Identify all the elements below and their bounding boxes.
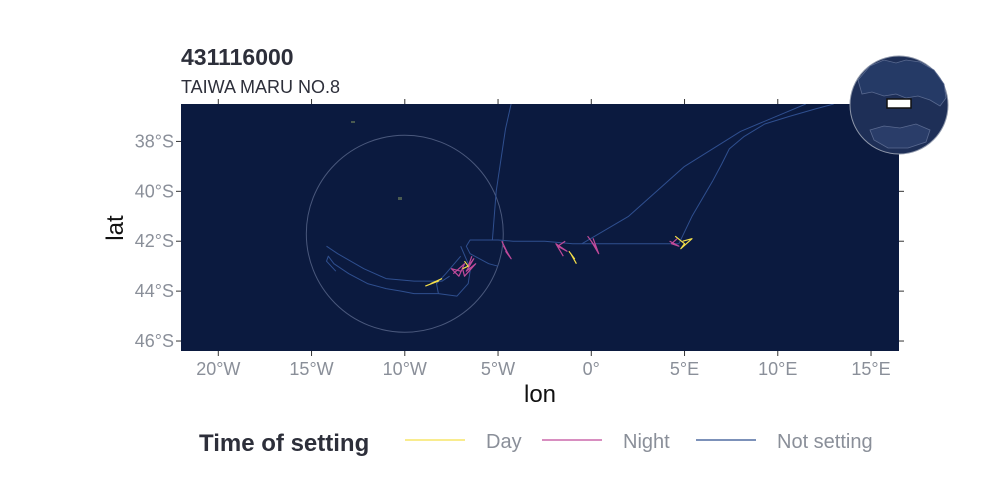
track-day — [425, 278, 443, 287]
y-tick-label: 44°S — [135, 281, 174, 301]
x-tick-label: 5°E — [670, 359, 699, 379]
y-axis-ticks: 38°S 40°S 42°S 44°S 46°S — [135, 131, 904, 351]
chart-subtitle: TAIWA MARU NO.8 — [181, 77, 340, 97]
globe-inset — [849, 55, 949, 155]
plot-panel — [181, 104, 899, 351]
track-day — [568, 250, 577, 264]
chart-title: 431116000 — [181, 44, 294, 70]
legend-items: Day Night Not setting — [405, 431, 873, 453]
x-tick-label: 15°W — [289, 359, 333, 379]
legend-label: Not setting — [777, 431, 873, 453]
track-night — [555, 240, 568, 257]
legend-label: Day — [486, 431, 522, 453]
track-not-setting — [678, 104, 834, 244]
legend: Time of setting Day Night Not setting — [199, 430, 873, 457]
globe-region-box — [886, 98, 912, 109]
track-not-setting — [491, 104, 512, 241]
map-features — [305, 121, 504, 333]
track-night — [450, 263, 466, 277]
x-tick-label: 20°W — [196, 359, 240, 379]
y-tick-label: 42°S — [135, 231, 174, 251]
track-day — [462, 260, 469, 270]
x-tick-label: 10°W — [383, 359, 427, 379]
x-axis-label: lon — [524, 381, 556, 408]
globe-land — [857, 59, 947, 107]
y-tick-label: 40°S — [135, 181, 174, 201]
y-tick-label: 38°S — [135, 131, 174, 151]
track-night — [501, 240, 512, 260]
x-tick-label: 0° — [583, 359, 600, 379]
track-day — [674, 235, 693, 250]
globe-land — [869, 123, 931, 149]
track-not-setting — [326, 245, 450, 282]
track-not-setting — [326, 246, 471, 297]
island-mark — [351, 121, 355, 123]
track-night — [669, 238, 680, 247]
eez-circle — [305, 134, 504, 333]
island-mark — [398, 197, 402, 200]
y-axis-label: lat — [102, 215, 129, 241]
vessel-tracks — [326, 104, 834, 297]
legend-title: Time of setting — [199, 430, 369, 457]
track-not-setting — [581, 104, 806, 245]
x-axis-ticks: 20°W 15°W 10°W 5°W 0° 5°E 10°E 15°E — [196, 99, 891, 379]
x-tick-label: 15°E — [851, 359, 890, 379]
track-not-setting — [465, 239, 679, 267]
x-tick-label: 5°W — [481, 359, 515, 379]
track-night — [587, 235, 600, 255]
legend-label: Night — [623, 431, 670, 453]
x-tick-label: 10°E — [758, 359, 797, 379]
y-tick-label: 46°S — [135, 331, 174, 351]
